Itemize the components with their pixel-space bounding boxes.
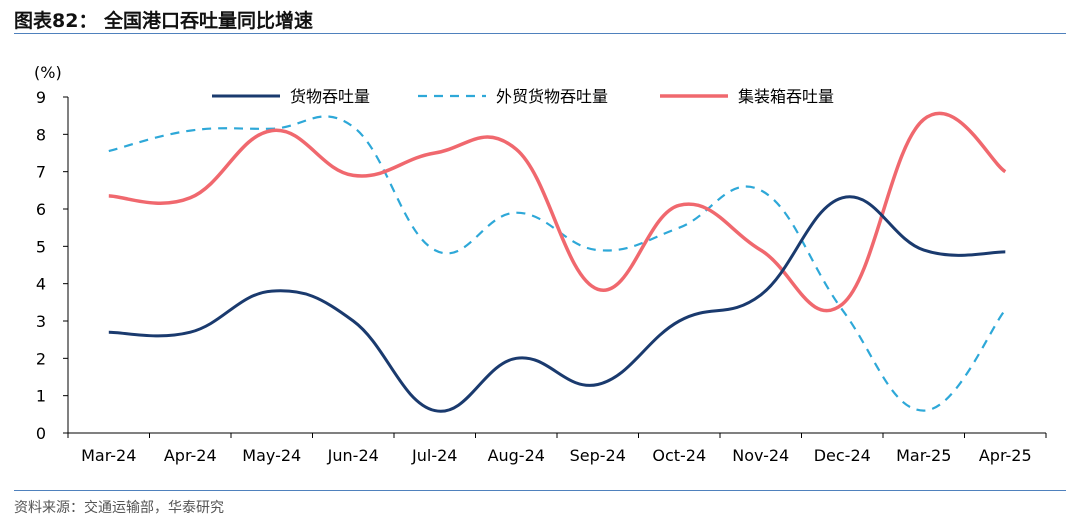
y-tick-label: 6	[36, 200, 46, 219]
y-tick-label: 1	[36, 387, 46, 406]
foreign-trade-line	[108, 115, 1007, 412]
y-tick-label: 2	[36, 349, 46, 368]
x-tick-label: Aug-24	[488, 446, 545, 465]
y-tick-label: 9	[36, 88, 46, 107]
cargo-line	[108, 195, 1006, 413]
chart-title: 图表82： 全国港口吞吐量同比增速	[14, 10, 314, 32]
y-tick-label: 8	[36, 125, 46, 144]
legend-label: 集装箱吞吐量	[738, 87, 834, 106]
header-rule	[14, 33, 1066, 34]
x-tick-label: Dec-24	[814, 446, 871, 465]
x-tick-label: Oct-24	[652, 446, 706, 465]
x-tick-label: Apr-24	[164, 446, 217, 465]
x-tick-label: Mar-24	[81, 446, 136, 465]
x-tick-label: Sep-24	[570, 446, 626, 465]
legend-label: 货物吞吐量	[290, 87, 370, 106]
chart-legend: 货物吞吐量 外贸货物吞吐量 集装箱吞吐量	[212, 87, 834, 106]
x-tick-label: Jun-24	[327, 446, 379, 465]
x-tick-label: Jul-24	[411, 446, 457, 465]
x-tick-label: Nov-24	[732, 446, 789, 465]
x-tick-label: Apr-25	[979, 446, 1032, 465]
chart-header: 图表82： 全国港口吞吐量同比增速	[0, 0, 1080, 36]
chart-axes: 0 1 2 3 4 5 6 7 8 9 (%) Mar-24 Apr-24 May-24 Jun-24 Jul…	[34, 63, 1047, 465]
y-tick-label: 7	[36, 163, 46, 182]
y-unit-label: (%)	[34, 63, 62, 82]
legend-label: 外贸货物吞吐量	[496, 87, 608, 106]
y-tick-label: 0	[36, 424, 46, 443]
y-tick-label: 5	[36, 237, 46, 256]
x-tick-label: May-24	[242, 446, 301, 465]
source-note: 资料来源：交通运输部，华泰研究	[14, 500, 224, 516]
x-tick-label: Mar-25	[896, 446, 951, 465]
chart-series	[108, 111, 1007, 413]
footer-rule	[14, 490, 1066, 491]
y-tick-label: 3	[36, 312, 46, 331]
y-tick-label: 4	[36, 275, 46, 294]
container-line	[108, 111, 1007, 313]
